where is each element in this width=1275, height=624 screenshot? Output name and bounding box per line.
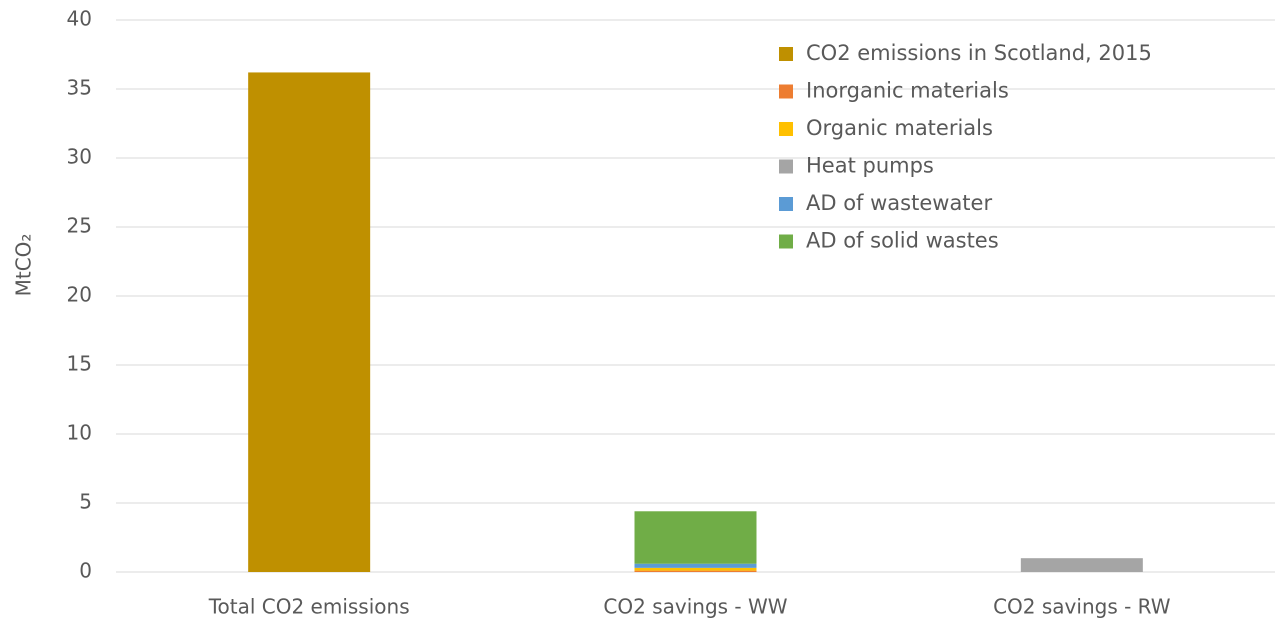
bar-segment [634,567,757,571]
legend-label: AD of solid wastes [806,229,999,253]
bar-segment [634,570,757,572]
x-tick-label: Total CO2 emissions [208,595,410,619]
legend-label: CO2 emissions in Scotland, 2015 [806,41,1152,65]
legend-swatch [779,197,793,211]
legend-swatch [779,234,793,249]
legend-label: Inorganic materials [806,79,1009,103]
y-tick-label: 35 [67,76,92,100]
y-tick-label: 0 [79,559,92,583]
legend-label: Heat pumps [806,154,934,178]
y-tick-label: 20 [67,283,92,307]
legend-swatch [779,159,793,174]
bar-segment [248,72,371,572]
y-tick-label: 5 [79,490,92,514]
y-tick-label: 40 [67,7,92,31]
legend-swatch [779,122,793,136]
legend-label: AD of wastewater [806,191,992,215]
y-axis-label: MtCO₂ [12,234,36,297]
bar-segment [634,511,757,564]
y-tick-label: 15 [67,352,92,376]
legend-swatch [779,84,793,99]
legend-swatch [779,47,793,61]
x-tick-label: CO2 savings - WW [603,595,787,619]
y-tick-label: 30 [67,145,92,169]
x-tick-label: CO2 savings - RW [993,595,1171,619]
y-tick-label: 10 [67,421,92,445]
bar-segment [634,563,757,568]
y-tick-label: 25 [67,214,92,238]
bar-segment [1020,558,1143,572]
legend-label: Organic materials [806,116,993,140]
